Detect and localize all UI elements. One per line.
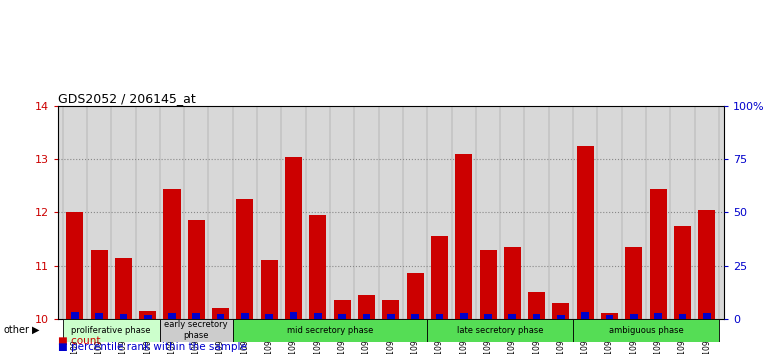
- Text: mid secretory phase: mid secretory phase: [286, 326, 373, 335]
- Bar: [310, 215, 326, 319]
- Bar: [119, 314, 127, 319]
- Bar: [455, 154, 472, 319]
- Bar: [241, 313, 249, 319]
- Bar: [290, 312, 297, 319]
- Bar: [480, 250, 497, 319]
- Bar: [163, 189, 180, 319]
- Bar: [436, 314, 444, 319]
- Bar: [601, 313, 618, 319]
- Text: ▶: ▶: [32, 325, 40, 335]
- Bar: [236, 199, 253, 319]
- Bar: [407, 274, 424, 319]
- Bar: [115, 258, 132, 319]
- Bar: [528, 292, 545, 319]
- Text: early secretory
phase: early secretory phase: [165, 320, 228, 340]
- Bar: [139, 311, 156, 319]
- Bar: [654, 313, 662, 319]
- Bar: [285, 156, 302, 319]
- Bar: [577, 146, 594, 319]
- Bar: [650, 189, 667, 319]
- Bar: [674, 226, 691, 319]
- Bar: [698, 210, 715, 319]
- Bar: [387, 314, 394, 319]
- Bar: [192, 313, 200, 319]
- Bar: [217, 314, 224, 319]
- Bar: [338, 314, 346, 319]
- Bar: [314, 313, 322, 319]
- Bar: [363, 314, 370, 319]
- Bar: [168, 313, 176, 319]
- Bar: [266, 314, 273, 319]
- Bar: [95, 313, 103, 319]
- Bar: [382, 300, 400, 319]
- Bar: [557, 315, 564, 319]
- Bar: [533, 314, 541, 319]
- Bar: [703, 313, 711, 319]
- Bar: [212, 308, 229, 319]
- Bar: [625, 247, 642, 319]
- Bar: [573, 319, 719, 342]
- Text: ■ percentile rank within the sample: ■ percentile rank within the sample: [58, 342, 246, 352]
- Bar: [62, 319, 160, 342]
- Bar: [333, 300, 350, 319]
- Text: GDS2052 / 206145_at: GDS2052 / 206145_at: [58, 92, 196, 105]
- Bar: [581, 312, 589, 319]
- Bar: [606, 315, 614, 319]
- Bar: [431, 236, 448, 319]
- Bar: [427, 319, 573, 342]
- Bar: [484, 314, 492, 319]
- Bar: [358, 295, 375, 319]
- Bar: [630, 314, 638, 319]
- Bar: [71, 312, 79, 319]
- Bar: [678, 314, 686, 319]
- Text: other: other: [4, 325, 30, 335]
- Text: ambiguous phase: ambiguous phase: [608, 326, 684, 335]
- Text: late secretory phase: late secretory phase: [457, 326, 544, 335]
- Text: ■ count: ■ count: [58, 336, 100, 346]
- Text: proliferative phase: proliferative phase: [72, 326, 151, 335]
- Bar: [460, 313, 467, 319]
- Bar: [66, 212, 83, 319]
- Bar: [411, 314, 419, 319]
- Bar: [552, 303, 570, 319]
- Bar: [188, 221, 205, 319]
- Bar: [504, 247, 521, 319]
- Bar: [91, 250, 108, 319]
- Bar: [160, 319, 233, 342]
- Bar: [144, 315, 152, 319]
- Bar: [233, 319, 427, 342]
- Bar: [261, 260, 278, 319]
- Bar: [508, 314, 516, 319]
